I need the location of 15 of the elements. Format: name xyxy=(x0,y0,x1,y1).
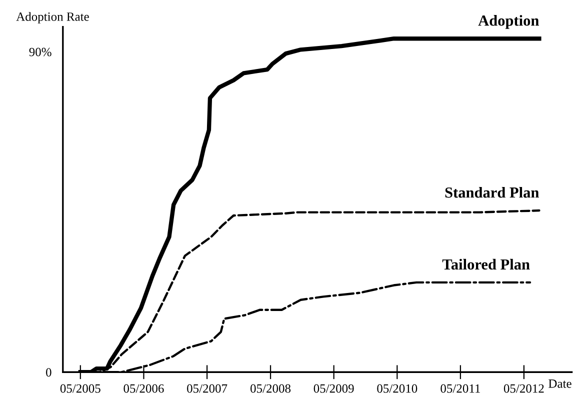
x-tick-label: 05/2006 xyxy=(124,384,164,393)
x-tick-label: 05/2007 xyxy=(187,384,228,393)
y-tick-label: 0 xyxy=(46,368,52,377)
series-label: Adoption xyxy=(478,15,539,29)
x-axis-title: Date xyxy=(548,380,572,388)
x-tick-label: 05/2009 xyxy=(314,384,354,393)
series-label: Standard Plan xyxy=(445,186,539,198)
series-label: Tailored Plan xyxy=(442,258,530,270)
x-tick-label: 05/2011 xyxy=(440,384,480,393)
x-tick-label: 05/2008 xyxy=(250,384,291,393)
y-axis-title: Adoption Rate xyxy=(16,12,89,24)
x-tick-label: 05/2012 xyxy=(504,384,544,393)
x-tick-label: 05/2005 xyxy=(60,384,100,393)
x-tick-label: 05/2010 xyxy=(377,384,418,393)
y-tick-label: 90% xyxy=(29,48,52,56)
